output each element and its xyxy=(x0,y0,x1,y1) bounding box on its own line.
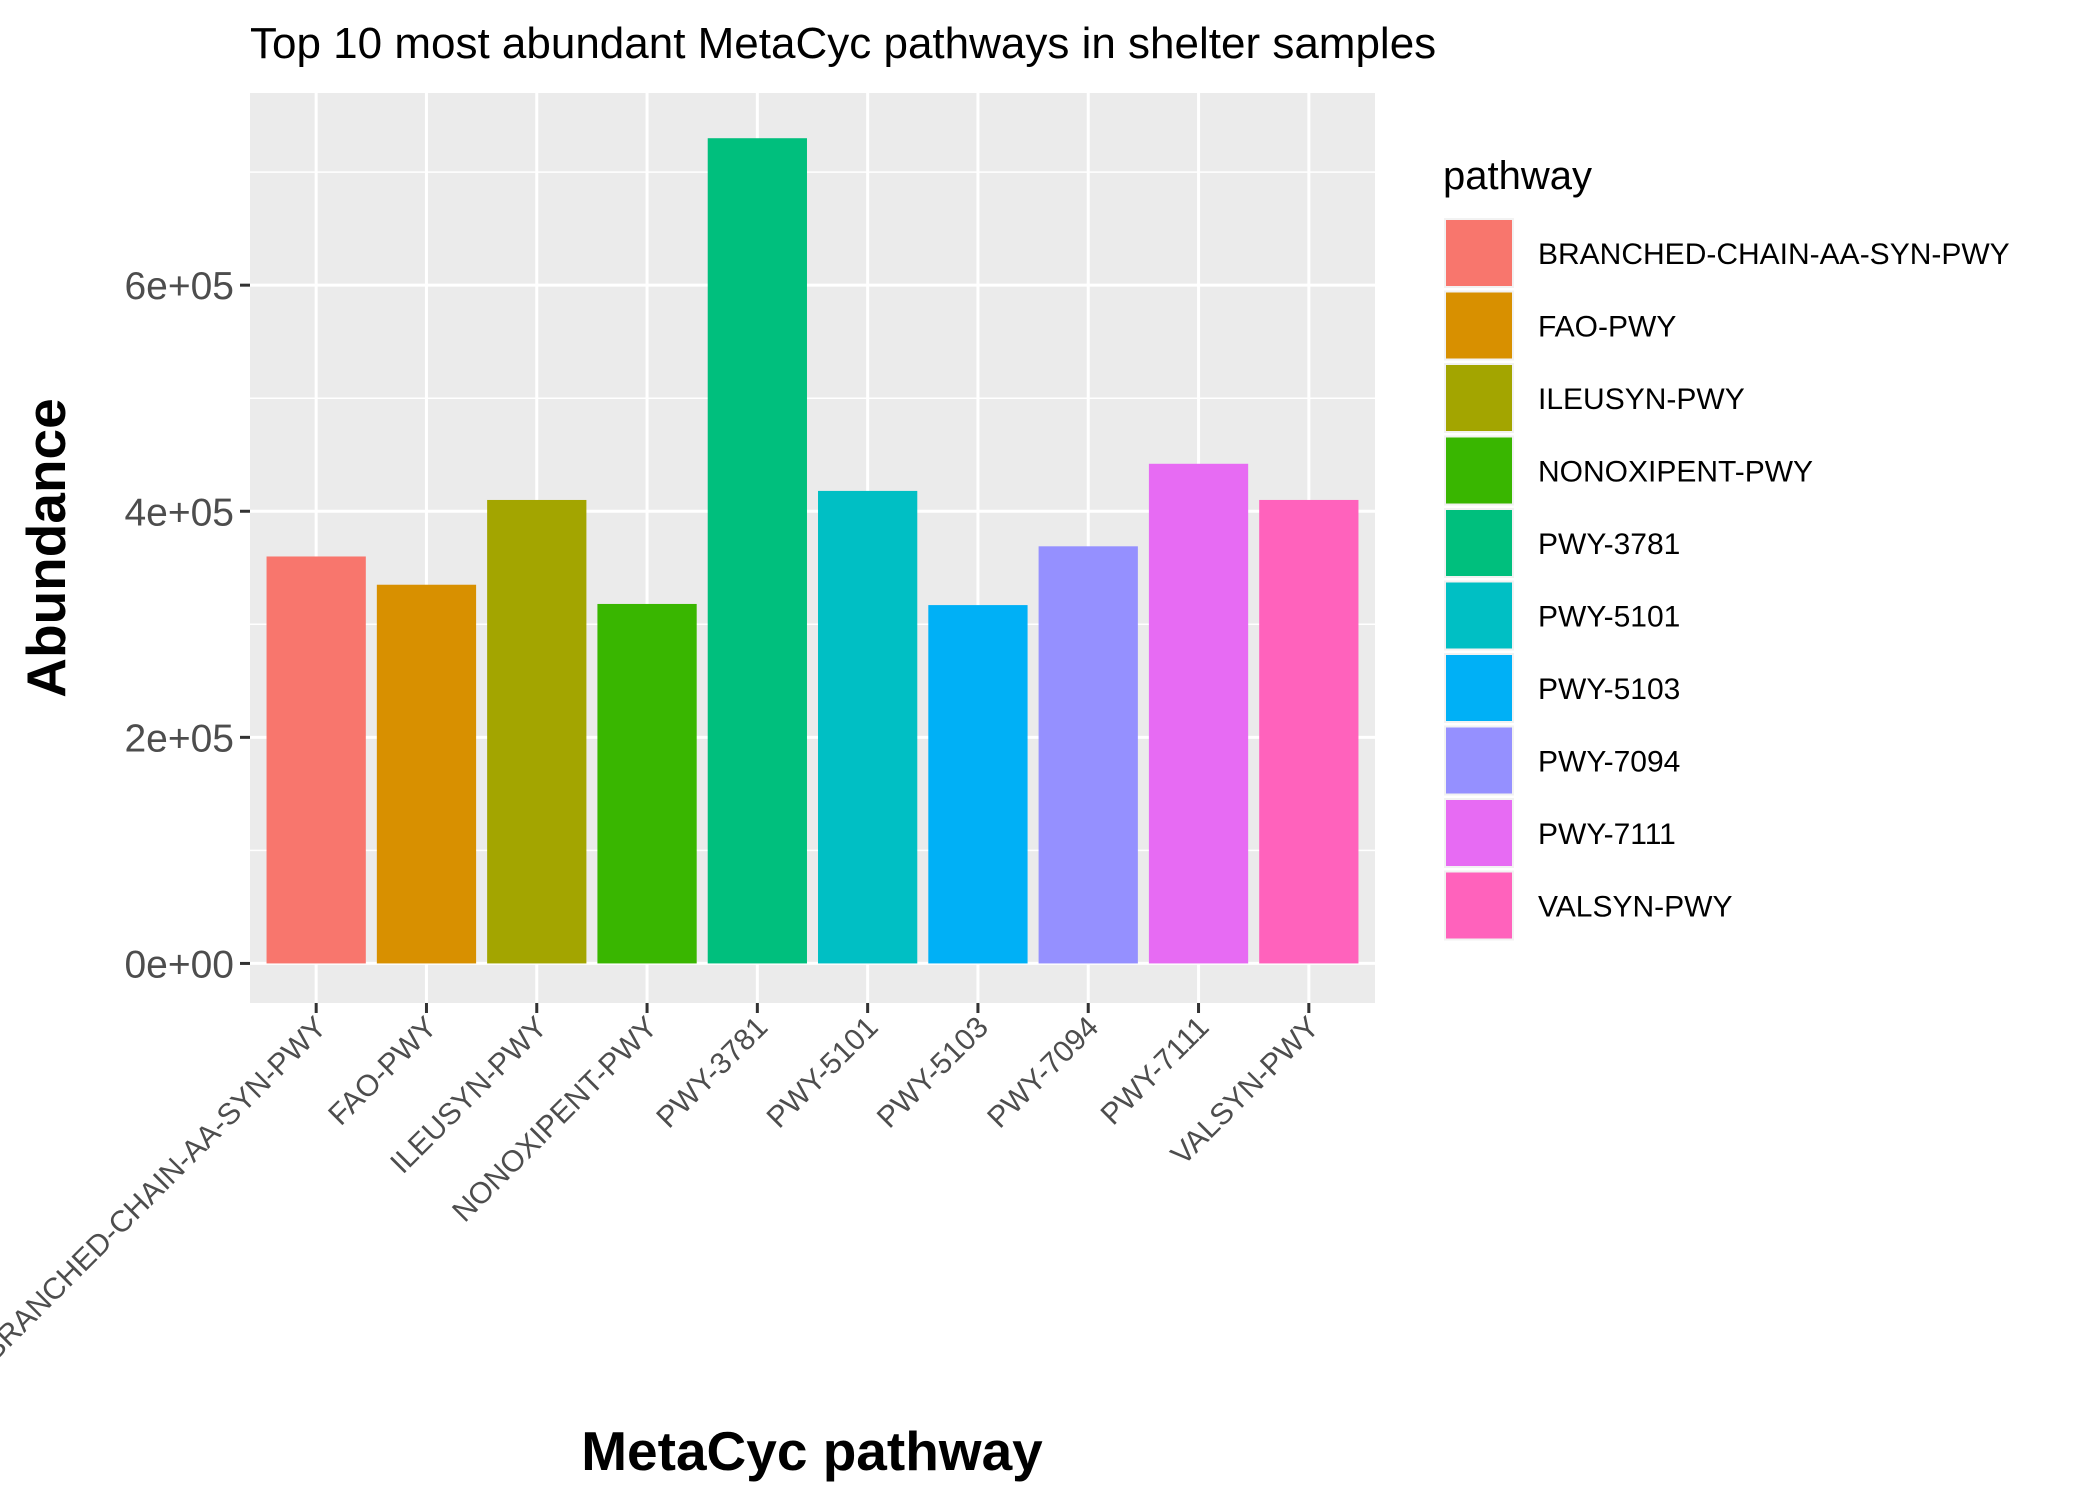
legend-key xyxy=(1446,655,1512,721)
bar xyxy=(928,605,1028,964)
bar xyxy=(376,584,477,964)
y-axis-title: Abundance xyxy=(15,398,77,697)
y-tick-label: 0e+00 xyxy=(124,943,234,986)
x-tick-label: NONOXIPENT-PWY xyxy=(446,1011,664,1229)
y-axis: 0e+00 2e+05 4e+05 6e+05 xyxy=(124,265,250,986)
legend-title: pathway xyxy=(1443,154,1592,198)
legend-key xyxy=(1446,510,1512,576)
legend-label: PWY-3781 xyxy=(1538,528,1680,561)
legend-label: PWY-7094 xyxy=(1538,746,1680,779)
bar xyxy=(487,499,587,964)
legend-key xyxy=(1446,365,1512,431)
legend-key xyxy=(1446,800,1512,866)
x-tick-label: PWY-7111 xyxy=(1095,1011,1216,1132)
x-tick-label: FAO-PWY xyxy=(322,1011,443,1132)
legend-label: PWY-5103 xyxy=(1538,673,1680,706)
chart-title: Top 10 most abundant MetaCyc pathways in… xyxy=(250,19,1436,68)
legend-key xyxy=(1446,872,1512,939)
x-tick-label: PWY-7094 xyxy=(981,1011,1105,1135)
bar xyxy=(266,556,366,964)
bar xyxy=(597,603,697,964)
legend-label: NONOXIPENT-PWY xyxy=(1538,456,1813,489)
legend-label: BRANCHED-CHAIN-AA-SYN-PWY xyxy=(1538,238,2010,271)
bar xyxy=(1259,499,1359,964)
legend-label: PWY-5101 xyxy=(1538,601,1680,634)
y-tick-label: 6e+05 xyxy=(124,265,234,308)
legend-label: FAO-PWY xyxy=(1538,311,1676,344)
bar xyxy=(818,490,918,964)
bar xyxy=(707,138,807,964)
x-tick-label: BRANCHED-CHAIN-AA-SYN-PWY xyxy=(0,1011,333,1368)
legend: pathway BRANCHED-CHAIN-AA-SYN-PWY FAO-PWY… xyxy=(1443,154,2010,941)
y-tick-label: 4e+05 xyxy=(124,491,234,534)
x-tick-label: PWY-3781 xyxy=(650,1011,774,1135)
legend-label: VALSYN-PWY xyxy=(1538,891,1733,924)
legend-key xyxy=(1446,437,1512,504)
legend-key xyxy=(1446,582,1512,649)
legend-items: BRANCHED-CHAIN-AA-SYN-PWY FAO-PWY ILEUSYN-… xyxy=(1444,218,2010,941)
legend-key xyxy=(1446,727,1512,794)
legend-key xyxy=(1446,220,1512,286)
legend-label: ILEUSYN-PWY xyxy=(1538,383,1745,416)
bar xyxy=(1148,463,1249,964)
bar xyxy=(1038,546,1138,964)
y-tick-label: 2e+05 xyxy=(124,717,234,760)
bars xyxy=(266,138,1359,964)
x-tick-label: PWY-5101 xyxy=(761,1011,885,1135)
legend-label: PWY-7111 xyxy=(1538,818,1676,851)
x-axis-title: MetaCyc pathway xyxy=(581,1420,1043,1482)
x-axis: BRANCHED-CHAIN-AA-SYN-PWYFAO-PWYILEUSYN-… xyxy=(0,1003,1326,1367)
x-tick-label: PWY-5103 xyxy=(871,1011,995,1135)
legend-key xyxy=(1446,292,1512,359)
